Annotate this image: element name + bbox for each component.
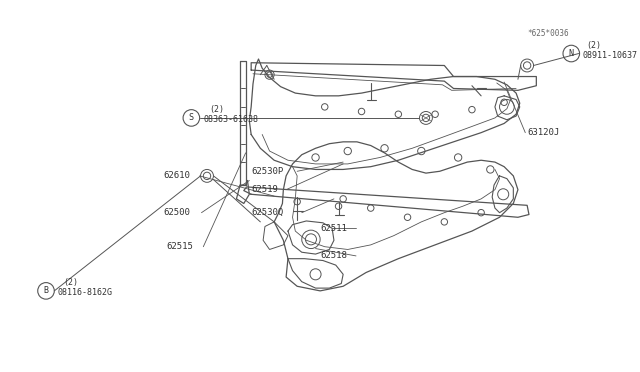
Text: 08363-61638: 08363-61638 bbox=[204, 115, 259, 124]
Text: 08116-8162G: 08116-8162G bbox=[58, 288, 113, 297]
Text: 08911-10637: 08911-10637 bbox=[582, 51, 637, 60]
Text: 62511: 62511 bbox=[320, 224, 347, 233]
Text: 62530Q: 62530Q bbox=[251, 208, 284, 217]
Text: B: B bbox=[44, 286, 49, 295]
Text: 62515: 62515 bbox=[166, 242, 193, 251]
Text: 62518: 62518 bbox=[320, 251, 347, 260]
Text: (2): (2) bbox=[209, 105, 224, 114]
Text: S: S bbox=[189, 113, 194, 122]
Text: N: N bbox=[569, 49, 574, 58]
Text: 63120J: 63120J bbox=[527, 128, 559, 137]
Text: *625*0036: *625*0036 bbox=[527, 29, 569, 38]
Text: 62519: 62519 bbox=[251, 185, 278, 194]
Text: 62500: 62500 bbox=[164, 208, 191, 217]
Text: 62610: 62610 bbox=[164, 171, 191, 180]
Text: 62530P: 62530P bbox=[251, 167, 284, 176]
Text: (2): (2) bbox=[586, 41, 601, 50]
Text: (2): (2) bbox=[63, 278, 79, 287]
